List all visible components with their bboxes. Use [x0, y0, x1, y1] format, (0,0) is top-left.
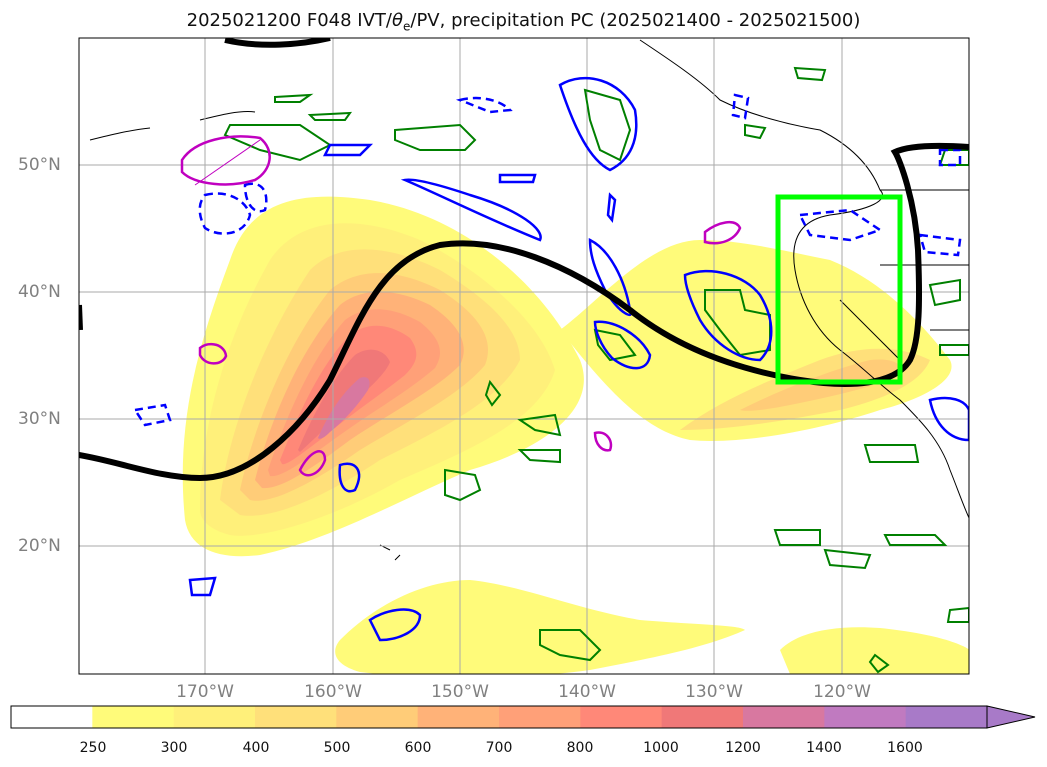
colorbar-cell	[743, 706, 825, 728]
ivt-contour	[79, 142, 969, 482]
colorbar-cell	[661, 706, 744, 728]
theta-e-dashed-contours	[132, 93, 962, 427]
region-highlight-box	[775, 194, 903, 385]
lon-label-120w: 120°W	[813, 682, 871, 702]
lon-label-150w: 150°W	[431, 682, 489, 702]
colorbar-tick: 300	[160, 740, 188, 756]
pv-contours	[223, 66, 969, 674]
colorbar-tick: 500	[323, 740, 351, 756]
colorbar-tick: 600	[404, 740, 432, 756]
colorbar-cell	[580, 706, 663, 728]
colorbar-tick: 800	[566, 740, 594, 756]
lon-label-140w: 140°W	[558, 682, 616, 702]
lon-label-170w: 170°W	[176, 682, 234, 702]
colorbar-tick: 250	[79, 740, 107, 756]
map-title: 2025021200 F048 IVT/θe/PV, precipitation…	[186, 10, 861, 34]
lon-label-130w: 130°W	[685, 682, 743, 702]
colorbar-tick: 700	[485, 740, 513, 756]
colorbar-cell	[417, 706, 500, 728]
colorbar-tick: 400	[242, 740, 270, 756]
lat-label-30n: 30°N	[18, 409, 61, 429]
ivt-shading-california	[560, 240, 952, 441]
colorbar-cell	[499, 706, 581, 728]
colorbar-cell	[824, 706, 907, 728]
lat-label-40n: 40°N	[18, 282, 61, 302]
ivt-shading-south	[335, 580, 969, 674]
colorbar-cell	[905, 706, 988, 728]
ivt-shading-main	[182, 196, 584, 557]
colorbar-cell	[336, 706, 419, 728]
colorbar-tick: 1400	[806, 740, 842, 756]
lat-label-50n: 50°N	[18, 155, 61, 175]
colorbar-cell	[92, 706, 175, 728]
colorbar-cell	[11, 706, 93, 728]
precipitation-contours	[180, 135, 742, 477]
colorbar	[10, 705, 1036, 729]
lat-label-20n: 20°N	[18, 536, 61, 556]
colorbar-cell	[173, 706, 256, 728]
colorbar-cell	[255, 706, 337, 728]
colorbar-tick: 1200	[725, 740, 761, 756]
lon-label-160w: 160°W	[304, 682, 362, 702]
map-frame	[78, 37, 970, 675]
colorbar-tick: 1000	[643, 740, 679, 756]
theta-e-contours	[188, 76, 969, 642]
colorbar-extend-arrow	[986, 705, 1036, 729]
colorbar-tick: 1600	[887, 740, 923, 756]
